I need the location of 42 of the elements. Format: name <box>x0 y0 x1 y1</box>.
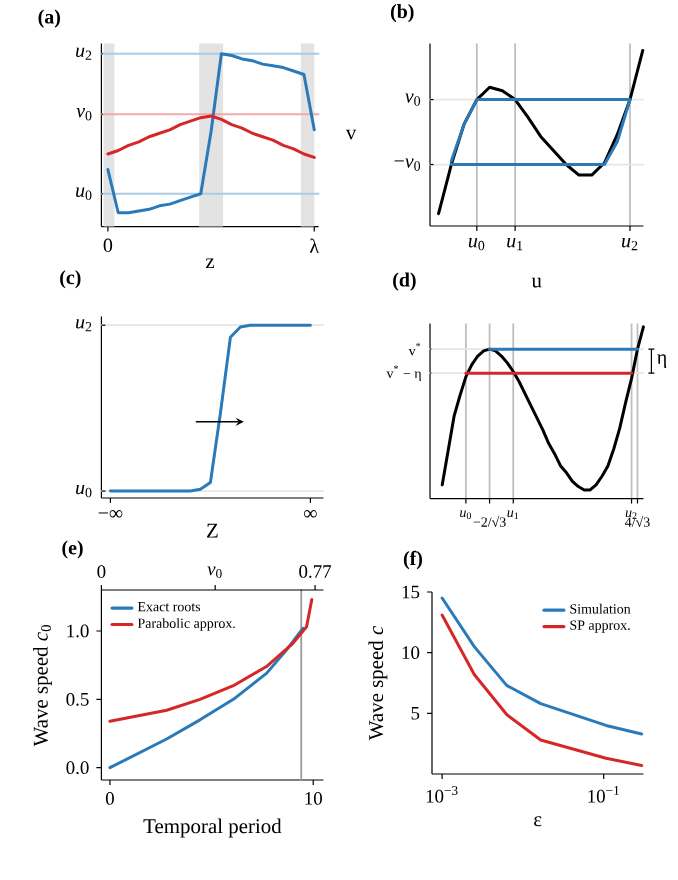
y-tick-label: 10 <box>402 646 420 660</box>
x-axis-title: Z <box>207 523 218 538</box>
text: η <box>657 354 667 368</box>
x-axis-title: z <box>205 258 215 269</box>
ref-line-label: u$_{0}$ <box>76 187 92 200</box>
x-tick-label: ∞ <box>304 510 317 518</box>
x-axis-title: Temporal period <box>143 818 282 838</box>
x-tick-label: 10$^{−1}$ <box>588 786 619 803</box>
y-tick-label: 5 <box>411 707 420 720</box>
ref-line-label: u$_{2}$ <box>76 47 92 60</box>
x-axis-title: ε <box>534 816 542 827</box>
x-tick-label: u$_{1}$ <box>507 238 523 251</box>
chart-title: (e) <box>62 540 83 559</box>
chart-title: (f) <box>403 550 423 570</box>
y-tick-label: 0.0 <box>66 761 89 775</box>
x2-tick-label: 0.77 <box>299 565 332 578</box>
y-tick-label: 0.5 <box>66 692 89 706</box>
chart-title: (c) <box>60 270 81 289</box>
ref-line-label: −v$_{0}$ <box>394 158 421 171</box>
ref-line-label: v$_{0}$ <box>405 93 421 106</box>
x-tick-label: 0 <box>105 792 114 805</box>
y-axis-title: Wave speed c <box>368 625 388 741</box>
chart-title: (b) <box>390 4 414 23</box>
x-tick-label: λ <box>309 238 319 253</box>
y-tick-label: 15 <box>402 585 420 599</box>
chart-title: (a) <box>38 9 60 28</box>
chart-title: (d) <box>393 272 416 291</box>
y-axis-title: Wave speed c$_{0}$ <box>33 625 52 747</box>
ref-line-label: u$_{2}$ <box>76 319 92 332</box>
x-tick-label: u$_{0}$ <box>468 238 485 251</box>
ref-line-label: u$_{0}$ <box>76 484 92 498</box>
ref-line-label: v$_{0}$ <box>76 108 92 121</box>
x-tick-label: u$_{2}$ <box>622 238 638 251</box>
x-axis-title: u <box>531 277 542 288</box>
x2-tick-label: v$_{0}$ <box>207 566 222 578</box>
x-tick-label: −∞ <box>98 510 123 518</box>
x-tick-label: 0 <box>103 238 113 253</box>
x-tick-label: 10 <box>305 792 322 805</box>
y-tick-label: 1.0 <box>67 624 89 638</box>
x-tick-label: 10$^{−3}$ <box>426 786 458 803</box>
y-axis-title: v <box>345 129 357 140</box>
x2-tick-label: 0 <box>97 565 106 578</box>
